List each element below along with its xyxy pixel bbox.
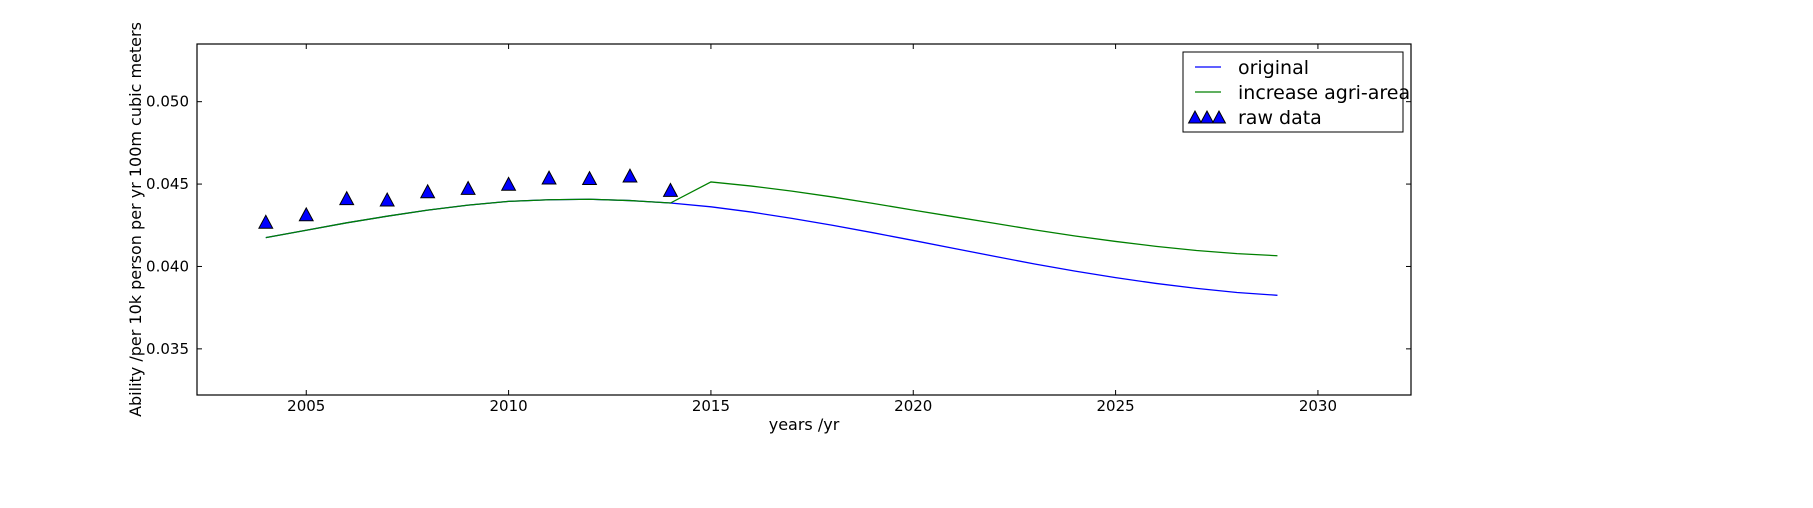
data-point [419,183,436,199]
data-point [338,190,355,206]
legend-label: increase agri-area [1238,82,1410,104]
legend-marker [1187,109,1203,124]
y-tick-label: 0.050 [146,93,189,111]
y-tick-label: 0.040 [146,257,189,275]
legend-items: original increase agri-area raw data [1187,57,1410,129]
legend-item: raw data [1187,107,1322,129]
series-points-raw-data [258,168,679,229]
data-point [460,180,476,195]
series-line-increase-agri-area [265,181,1278,257]
legend-item: increase agri-area [1195,82,1410,104]
x-tick-label: 2020 [894,397,932,415]
x-tick-label: 2005 [287,397,325,415]
legend-marker [1199,109,1215,124]
legend-item: original [1195,57,1309,79]
y-axis-label: Ability /per 10k person per yr 100m cubi… [126,22,145,417]
x-tick-label: 2030 [1299,397,1337,415]
axes-layer: 2005 2010 2015 2020 2025 2030 0.035 0.040 0.045 0… [146,43,1412,415]
data-point [622,168,638,183]
data-point [258,214,274,229]
legend-marker [1211,109,1227,124]
data-point [581,170,598,186]
x-axis-label: years /yr [769,415,840,434]
y-tick-label: 0.045 [146,175,189,193]
x-tick-label: 2025 [1096,397,1134,415]
legend-label: raw data [1238,107,1322,129]
data-point [298,206,314,222]
data-point [500,176,517,191]
data-point [379,191,395,207]
series-layer [258,168,1278,296]
data-point [541,170,557,185]
data-point [662,182,679,197]
x-tick-label: 2010 [489,397,527,415]
plot-frame [196,43,1412,396]
legend-label: original [1238,57,1309,79]
y-tick-label: 0.035 [146,340,189,358]
x-tick-label: 2015 [692,397,730,415]
legend: original increase agri-area raw data [1182,51,1410,133]
